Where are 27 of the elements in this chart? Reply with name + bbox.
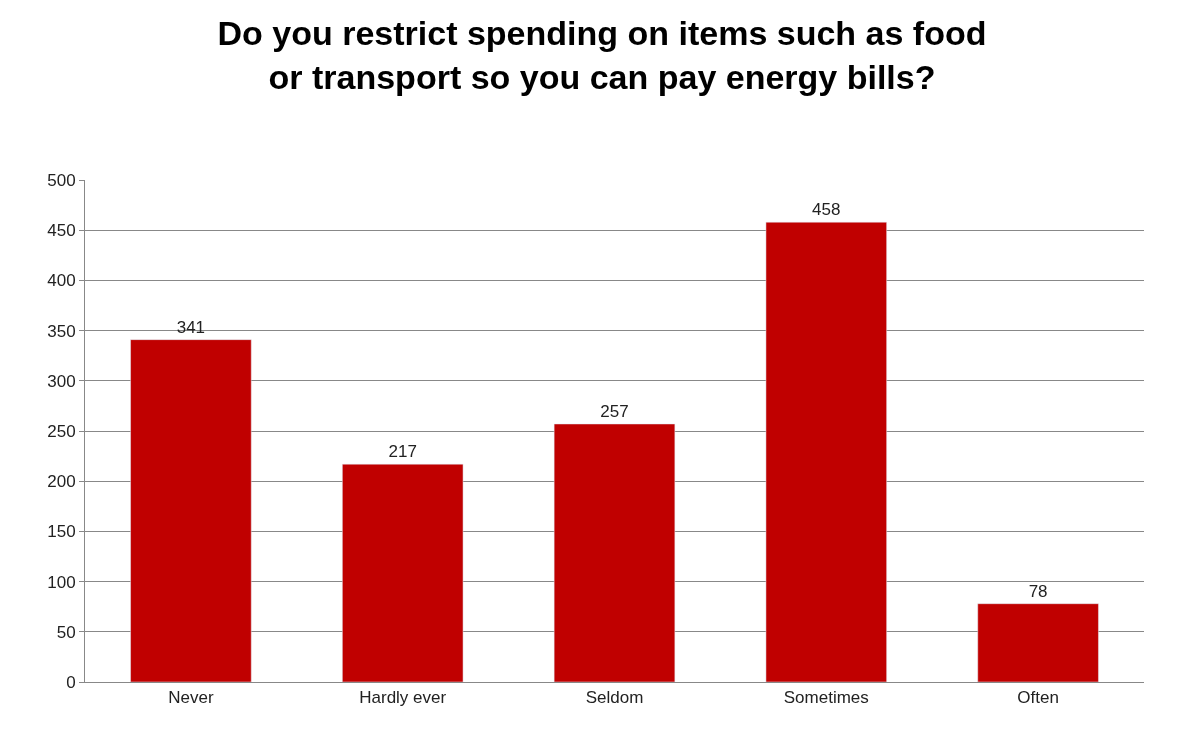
y-tick-label: 400 bbox=[47, 271, 76, 291]
y-tick-label: 450 bbox=[47, 221, 76, 241]
bar bbox=[342, 463, 464, 682]
data-label: 78 bbox=[1028, 581, 1048, 601]
x-tick-label: Sometimes bbox=[783, 688, 869, 708]
data-label: 257 bbox=[600, 401, 629, 421]
y-tick-label: 500 bbox=[47, 170, 76, 190]
chart-title: Do you restrict spending on items such as food or transport so you can pay energy bills? bbox=[217, 13, 987, 96]
bar bbox=[130, 339, 252, 682]
x-tick-label: Often bbox=[1017, 688, 1059, 708]
bar bbox=[765, 221, 887, 682]
x-tick-label: Seldom bbox=[585, 688, 644, 708]
x-tick-label: Never bbox=[168, 688, 214, 708]
data-label: 458 bbox=[812, 200, 841, 220]
y-tick-label: 250 bbox=[47, 421, 76, 441]
y-tick-label: 350 bbox=[47, 321, 76, 341]
y-tick-label: 200 bbox=[47, 472, 76, 492]
data-label: 341 bbox=[176, 317, 206, 337]
y-tick-label: 0 bbox=[66, 672, 76, 692]
y-tick-label: 150 bbox=[47, 522, 76, 542]
y-tick-label: 100 bbox=[47, 572, 76, 592]
y-tick-label: 300 bbox=[47, 371, 76, 391]
bar bbox=[977, 603, 1099, 682]
y-tick-label: 50 bbox=[56, 622, 76, 642]
x-tick-label: Hardly ever bbox=[359, 688, 447, 708]
bar bbox=[553, 423, 676, 682]
data-label: 217 bbox=[388, 442, 417, 462]
